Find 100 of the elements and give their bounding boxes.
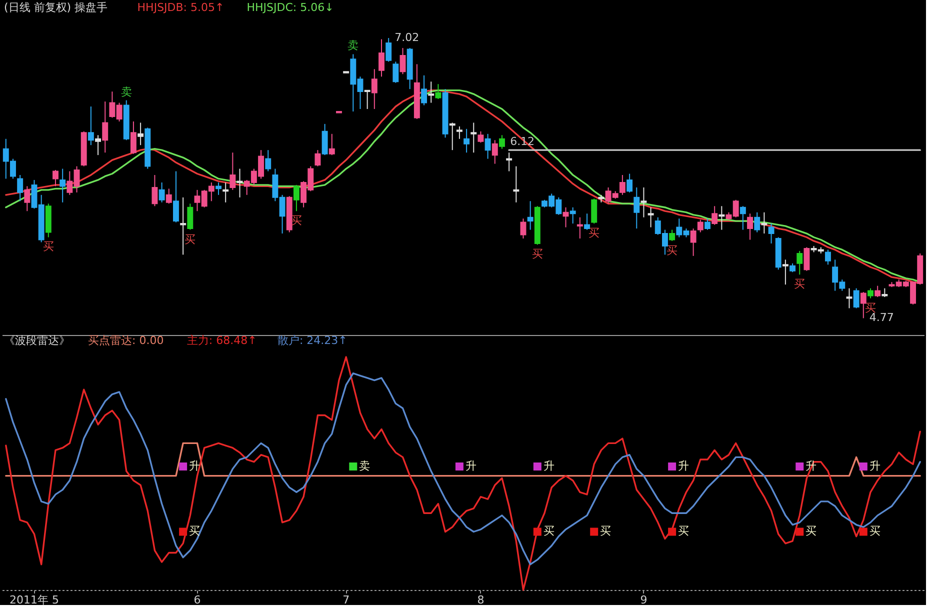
candlestick	[449, 122, 456, 151]
candlestick	[513, 166, 520, 203]
candlestick	[782, 259, 788, 286]
text: HHJSJDB: 5.05↑	[137, 1, 224, 14]
candlestick	[768, 223, 774, 244]
text: 升	[869, 460, 880, 473]
text: HHJSJDC: 5.06↓	[246, 1, 334, 14]
text: 买	[794, 278, 806, 291]
candlestick	[364, 90, 370, 110]
text: 买	[600, 524, 612, 538]
text: 买点雷达: 0.00	[88, 334, 164, 347]
candlestick	[740, 206, 746, 230]
text: 卖	[348, 39, 359, 52]
candlestick	[180, 196, 186, 256]
candlestick	[804, 246, 810, 272]
candlestick	[506, 152, 512, 172]
candlestick	[230, 152, 236, 190]
candlestick	[868, 288, 874, 299]
text: 买	[588, 226, 600, 240]
candlestick	[634, 186, 640, 230]
candlestick	[570, 206, 576, 224]
series-label: 升	[189, 460, 200, 473]
x-tick-label: 6	[194, 594, 201, 606]
candlestick	[173, 170, 179, 223]
candlestick	[520, 218, 526, 239]
candlestick	[130, 120, 136, 154]
candlestick	[152, 174, 158, 207]
candlestick	[718, 206, 725, 230]
x-tick-label: 9	[640, 594, 648, 606]
candlestick	[187, 203, 194, 230]
candlestick	[88, 106, 94, 146]
candlestick	[492, 140, 498, 164]
candlestick	[626, 173, 633, 193]
candlestick	[314, 150, 321, 167]
candlestick	[591, 198, 598, 224]
candlestick	[697, 219, 704, 233]
candlestick	[322, 123, 328, 156]
candlestick	[392, 61, 399, 84]
candlestick	[371, 68, 378, 110]
text: 买	[184, 232, 196, 246]
candlestick	[435, 84, 442, 100]
candlestick	[17, 174, 24, 202]
candlestick	[712, 206, 718, 226]
chart-title: 《波段雷达》	[4, 334, 70, 347]
candlestick	[754, 212, 760, 233]
x-tick-label: 2011年 5	[9, 594, 59, 606]
text: 升	[465, 460, 476, 473]
candlestick	[222, 182, 229, 203]
candlestick	[619, 174, 626, 196]
candlestick	[747, 213, 753, 240]
candlestick	[378, 38, 384, 78]
candlestick	[846, 288, 852, 309]
candlestick	[60, 168, 66, 203]
candlestick	[236, 168, 243, 198]
candlestick	[478, 130, 484, 144]
text: 买	[543, 524, 554, 538]
candlestick	[216, 182, 222, 196]
candlestick	[386, 38, 392, 62]
chart-title: (日线 前复权) 操盘手	[4, 1, 108, 14]
text: 买	[42, 240, 54, 254]
text: 卖	[120, 85, 132, 98]
candlestick	[860, 292, 866, 319]
candlestick	[102, 101, 108, 154]
x-tick-label: 8	[477, 594, 484, 606]
candlestick	[874, 285, 881, 298]
text: 7.02	[394, 31, 420, 44]
candlestick	[576, 216, 583, 239]
candlestick	[761, 212, 768, 234]
candlestick	[456, 126, 462, 140]
text: 买	[806, 524, 817, 538]
candlestick	[158, 182, 165, 203]
candlestick	[293, 184, 300, 212]
series-label: 卖	[359, 460, 370, 473]
text: 散户: 24.23↑	[277, 334, 348, 347]
candlestick	[824, 249, 831, 266]
text: 买	[532, 248, 543, 261]
candlestick	[166, 188, 172, 204]
candlestick	[796, 250, 803, 276]
candlestick	[853, 288, 860, 309]
candlestick	[527, 200, 534, 230]
candlestick	[95, 134, 102, 156]
candlestick	[328, 133, 335, 156]
candlestick	[669, 229, 676, 242]
candlestick	[648, 206, 654, 228]
candlestick	[470, 122, 477, 154]
candlestick	[265, 150, 272, 172]
candlestick	[464, 128, 470, 154]
text: 买	[678, 524, 690, 538]
candlestick	[484, 133, 491, 160]
candlestick	[138, 122, 144, 146]
candlestick	[24, 186, 30, 212]
x-tick-label: 7	[342, 594, 350, 606]
text: 升	[678, 460, 690, 473]
candlestick	[690, 228, 696, 256]
text: 买	[666, 244, 678, 257]
candlestick	[52, 170, 58, 187]
text: 买	[869, 524, 880, 538]
candlestick	[562, 206, 569, 228]
series-label: 买	[189, 524, 200, 538]
candlestick	[400, 47, 406, 75]
